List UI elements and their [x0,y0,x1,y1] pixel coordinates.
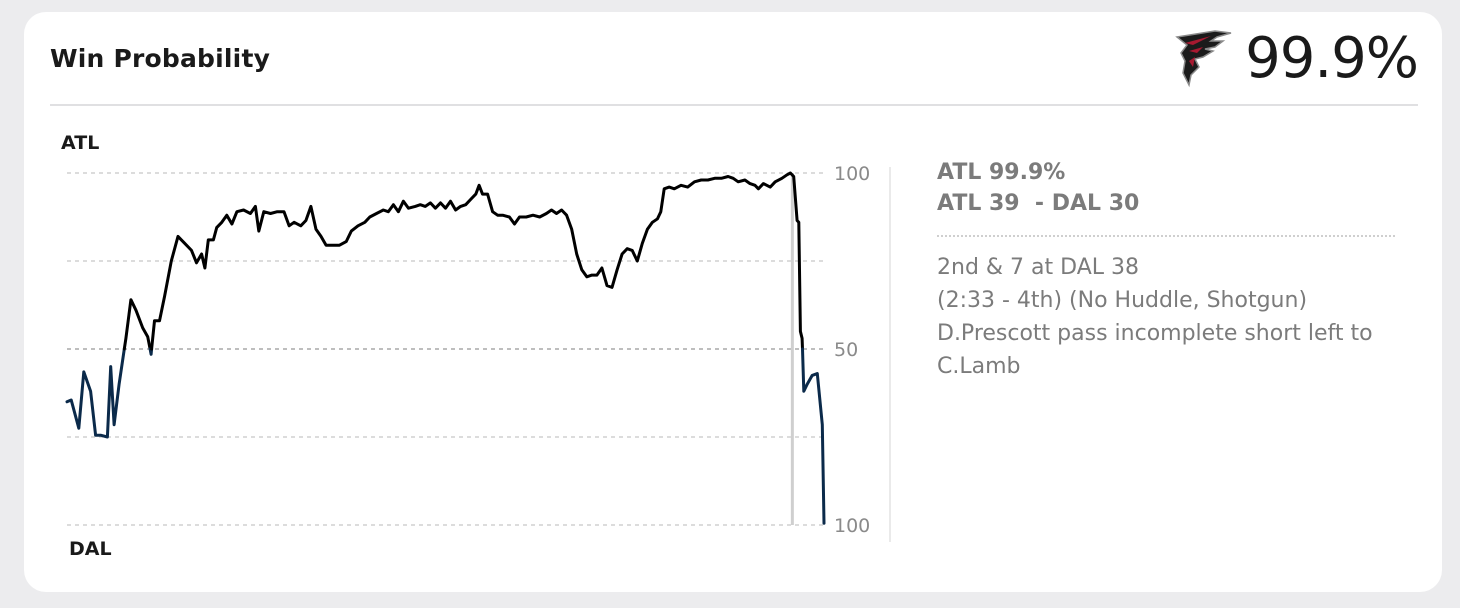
series-line-atl [150,171,804,351]
down-distance: 2nd & 7 at DAL 38 [937,255,1139,280]
clock-info: (2:33 - 4th) (No Huddle, Shotgun) [937,288,1308,313]
win-percentage: 99.9% [1245,26,1419,91]
play-description: D.Prescott pass incomplete short left to… [937,321,1373,379]
win-probability-series [65,171,826,525]
bottom-team-label: DAL [69,538,112,560]
series-line-atl [122,298,152,351]
win-probability-chart[interactable]: 100 50 100 [24,112,904,572]
y-tick-label: 50 [834,339,858,361]
play-details-panel: ATL 99.9% ATL 39 - DAL 30 2nd & 7 at DAL… [937,157,1397,383]
probability-line: ATL 99.9% [937,160,1066,185]
win-probability-card: Win Probability 99.9% 100 50 100 ATL DAL A… [24,12,1442,592]
grid-lines [67,172,824,526]
series-line-dal [148,347,154,356]
card-title: Win Probability [50,44,271,73]
y-tick-label: 100 [834,163,870,185]
series-line-dal [801,347,826,525]
top-team-label: ATL [61,132,100,154]
y-tick-labels: 100 50 100 [834,163,870,537]
score-line: ATL 39 - DAL 30 [937,191,1140,216]
current-probability: 99.9% [1171,26,1419,91]
series-line-dal [65,347,126,439]
header-divider [50,104,1418,106]
falcons-logo-icon [1175,29,1232,87]
y-tick-label: 100 [834,515,870,537]
details-separator [937,235,1395,237]
